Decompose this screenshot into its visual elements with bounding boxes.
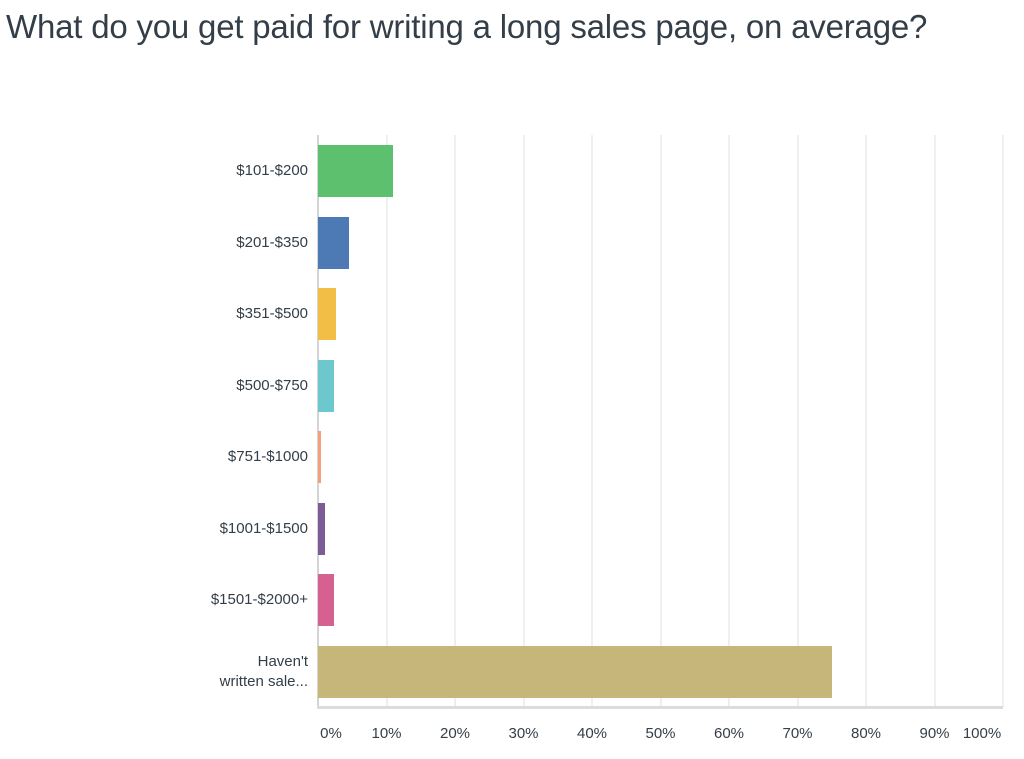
- x-tick-label: 80%: [850, 725, 882, 742]
- category-label: $751-$1000: [168, 447, 308, 467]
- bar-7[interactable]: [318, 574, 335, 626]
- category-label-line: $101-$200: [236, 162, 308, 179]
- y-axis-line: [317, 135, 319, 707]
- gridline: [659, 135, 662, 707]
- bar-5[interactable]: [318, 431, 321, 483]
- x-tick-label: 100%: [962, 725, 1002, 742]
- gridline: [1002, 135, 1004, 707]
- gridline: [454, 135, 456, 707]
- category-label: $201-$350: [168, 233, 308, 253]
- x-tick-label: 90%: [919, 725, 950, 742]
- category-label-line: $1501-$2000+: [210, 591, 308, 608]
- bar-2[interactable]: [318, 216, 349, 269]
- category-label-line: Haven't: [257, 652, 308, 670]
- category-label-line: $751-$1000: [227, 448, 308, 465]
- category-label-line: $351-$500: [236, 305, 308, 322]
- x-axis-line: [317, 706, 1003, 709]
- gridline: [865, 135, 867, 707]
- chart-title: What do you get paid for writing a long …: [6, 8, 928, 45]
- x-tick-label: 30%: [508, 725, 539, 742]
- x-tick-label: 10%: [371, 725, 402, 742]
- x-tick-label: 50%: [645, 725, 676, 742]
- x-tick-label: 60%: [713, 725, 745, 742]
- category-label-line: $1001-$1500: [219, 519, 308, 537]
- x-tick-label: 70%: [782, 725, 813, 742]
- gridline: [933, 135, 936, 707]
- bar-1[interactable]: [318, 145, 394, 197]
- bar-4[interactable]: [318, 359, 335, 412]
- category-label-line: $500-$750: [236, 376, 308, 394]
- bar-3[interactable]: [318, 288, 336, 340]
- category-label: $1501-$2000+: [168, 590, 308, 610]
- gridline: [796, 135, 799, 707]
- x-tick-label: 0%: [320, 725, 342, 742]
- category-label: Haven't written sale...: [168, 652, 308, 692]
- gridline: [385, 135, 388, 707]
- gridline: [591, 135, 593, 707]
- category-label: $1001-$1500: [168, 519, 308, 539]
- x-tick-label: 20%: [439, 725, 471, 742]
- category-label-line: $201-$350: [236, 233, 308, 251]
- category-label: $500-$750: [168, 376, 308, 396]
- plot-area: [317, 135, 1004, 709]
- gridline: [522, 135, 525, 707]
- x-tick-label: 40%: [576, 725, 608, 742]
- bar-8[interactable]: [318, 645, 833, 698]
- bar-6[interactable]: [318, 502, 325, 555]
- category-label: $351-$500: [168, 304, 308, 324]
- gridline: [728, 135, 730, 707]
- category-label: $101-$200: [168, 161, 308, 181]
- category-label-line: written sale...: [219, 672, 308, 690]
